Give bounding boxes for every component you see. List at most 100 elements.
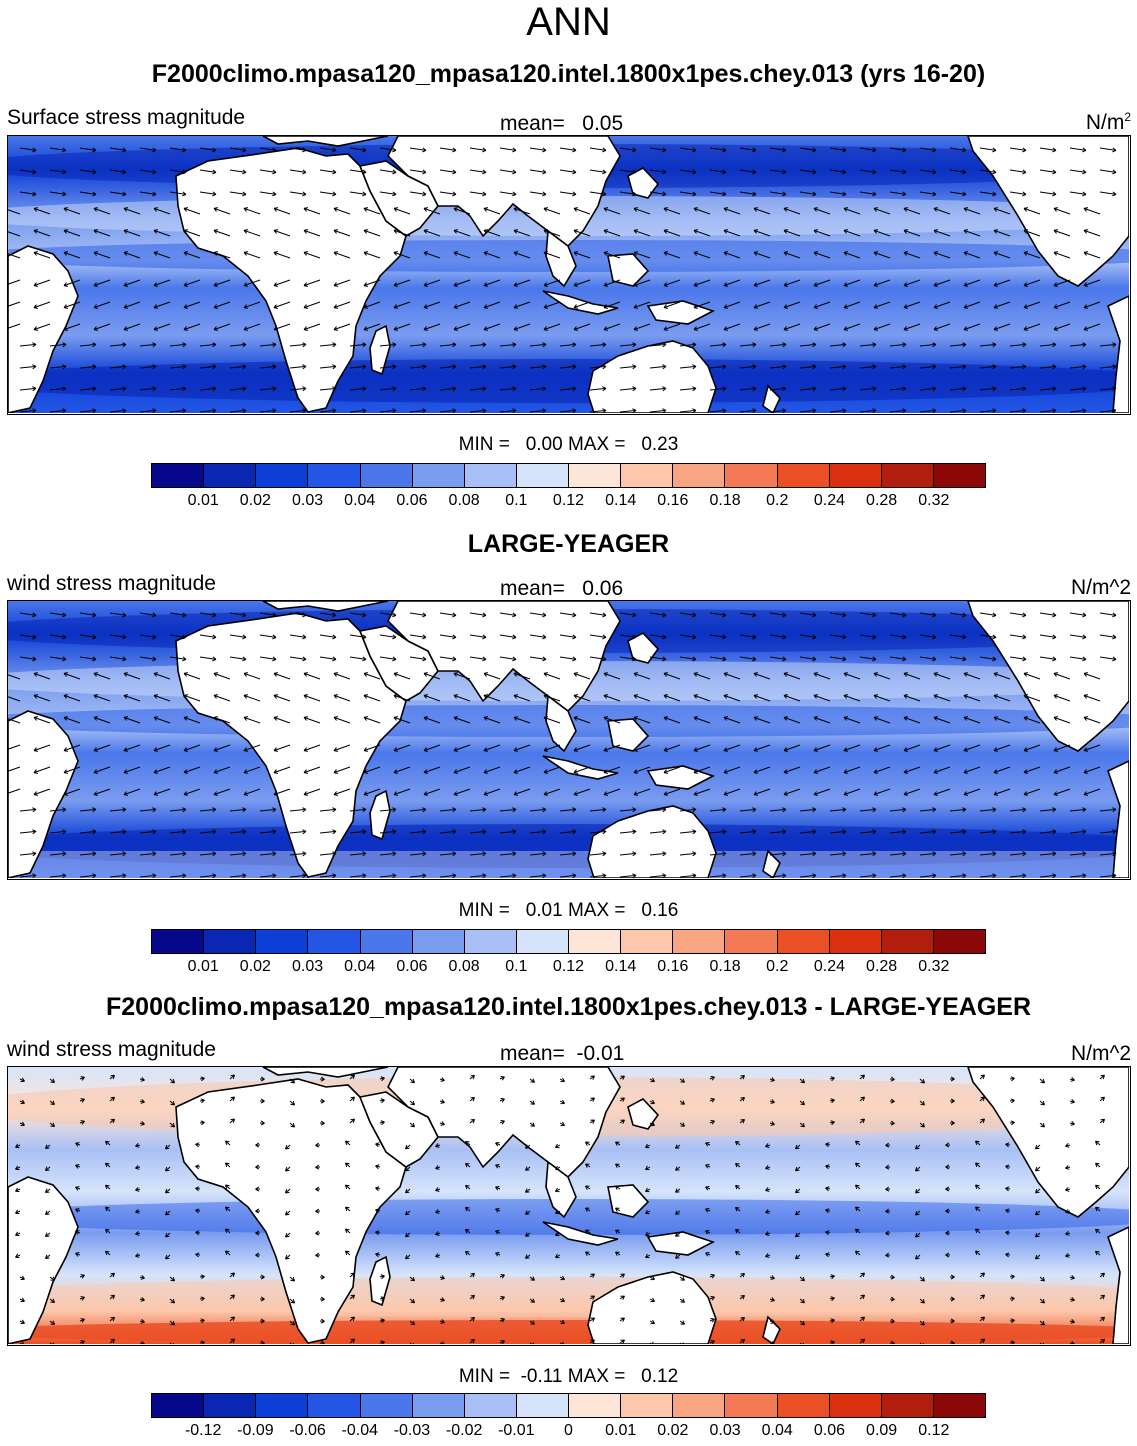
wind-vector-head: [615, 1251, 620, 1256]
wind-vector-head: [482, 807, 487, 813]
wind-vector-head: [272, 408, 277, 413]
wind-vector-head: [512, 169, 517, 175]
wind-vector-head: [483, 326, 489, 331]
wind-vector-head: [260, 1076, 265, 1082]
wind-vector-head: [200, 1076, 205, 1082]
wind-vector-head: [422, 656, 427, 662]
wind-vector-head: [573, 747, 579, 752]
wind-vector-head: [752, 851, 757, 857]
wind-vector-head: [603, 716, 609, 721]
wind-vector: [919, 191, 937, 195]
wind-vector: [799, 1276, 805, 1282]
wind-vector: [889, 387, 907, 391]
colorbar-tick-label: 0.08: [448, 492, 480, 509]
wind-vector: [139, 387, 157, 391]
wind-vector: [285, 1210, 291, 1216]
wind-vector-head: [1023, 694, 1029, 699]
wind-vector-head: [170, 1320, 175, 1326]
wind-vector: [975, 1184, 981, 1190]
wind-vector-head: [770, 1319, 775, 1324]
wind-vector: [633, 301, 651, 309]
wind-vector: [813, 279, 831, 287]
wind-vector-head: [693, 282, 699, 287]
wind-vector-head: [422, 873, 427, 878]
wind-vector-head: [692, 191, 697, 197]
wind-vector: [409, 634, 427, 638]
wind-vector-head: [435, 1165, 440, 1170]
wind-vector-head: [992, 408, 997, 413]
wind-vector: [1083, 251, 1101, 259]
wind-vector-head: [152, 829, 157, 835]
wind-vector: [739, 656, 757, 660]
wind-vector: [1039, 169, 1057, 173]
wind-vector-head: [363, 304, 369, 309]
wind-vector-head: [722, 408, 727, 413]
wind-vector: [633, 229, 651, 237]
wind-vector-head: [1070, 1076, 1075, 1082]
wind-vector: [979, 387, 997, 391]
wind-vector: [993, 716, 1011, 724]
wind-vector-head: [483, 207, 489, 212]
wind-vector-head: [993, 694, 999, 699]
wind-vector-head: [33, 207, 39, 212]
wind-vector: [1039, 343, 1057, 347]
wind-vector: [213, 301, 231, 309]
wind-vector: [679, 147, 697, 151]
wind-vector-head: [350, 1316, 355, 1322]
wind-vector: [799, 1342, 802, 1344]
wind-vector: [123, 694, 141, 702]
wind-vector-head: [573, 304, 579, 309]
wind-vector-head: [152, 386, 157, 392]
wind-vector-head: [122, 191, 127, 197]
wind-vector-head: [933, 747, 939, 752]
wind-vector-head: [645, 1143, 650, 1149]
wind-vector-head: [723, 207, 729, 212]
wind-vector-head: [393, 326, 399, 331]
wind-vector: [349, 874, 367, 878]
wind-vector: [873, 744, 891, 752]
wind-vector-head: [33, 304, 39, 309]
wind-vector: [1083, 716, 1101, 724]
wind-vector: [889, 169, 907, 173]
wind-vector-head: [440, 1099, 445, 1104]
wind-vector-head: [603, 282, 609, 287]
wind-vector-head: [633, 282, 639, 287]
wind-vector-head: [20, 1297, 25, 1303]
wind-vector-head: [872, 386, 877, 392]
wind-vector: [349, 612, 367, 616]
wind-vector-head: [723, 251, 729, 256]
wind-vector: [439, 808, 457, 812]
wind-vector-head: [242, 147, 247, 153]
wind-vector-head: [1112, 656, 1117, 662]
wind-vector: [333, 788, 351, 796]
colorbar-swatch: [673, 1394, 726, 1417]
wind-vector: [1035, 1232, 1041, 1238]
wind-vector: [345, 1162, 351, 1168]
wind-vector-head: [722, 147, 727, 153]
wind-vector-head: [825, 1186, 830, 1192]
wind-vector: [843, 279, 861, 287]
land-nz: [762, 849, 781, 878]
wind-vector-head: [1023, 326, 1029, 331]
wind-vector-head: [783, 747, 789, 752]
wind-vector: [1083, 694, 1101, 702]
wind-vector: [229, 1272, 235, 1278]
wind-vector-head: [483, 694, 489, 699]
wind-vector-head: [735, 1162, 740, 1168]
wind-vector-head: [950, 1076, 955, 1082]
wind-vector: [1023, 716, 1041, 724]
wind-vector-head: [710, 1075, 715, 1081]
wind-vector-head: [633, 672, 639, 677]
wind-vector-head: [152, 342, 157, 348]
wind-vector: [123, 301, 141, 309]
wind-vector: [963, 207, 981, 215]
wind-vector-head: [212, 342, 217, 348]
wind-vector: [619, 387, 637, 391]
wind-vector-head: [542, 169, 547, 175]
wind-vector-head: [1023, 207, 1029, 212]
wind-vector: [213, 694, 231, 702]
wind-vector: [589, 191, 607, 195]
wind-vector-head: [170, 1276, 175, 1282]
wind-vector-head: [693, 229, 699, 234]
wind-vector-head: [980, 1118, 985, 1123]
